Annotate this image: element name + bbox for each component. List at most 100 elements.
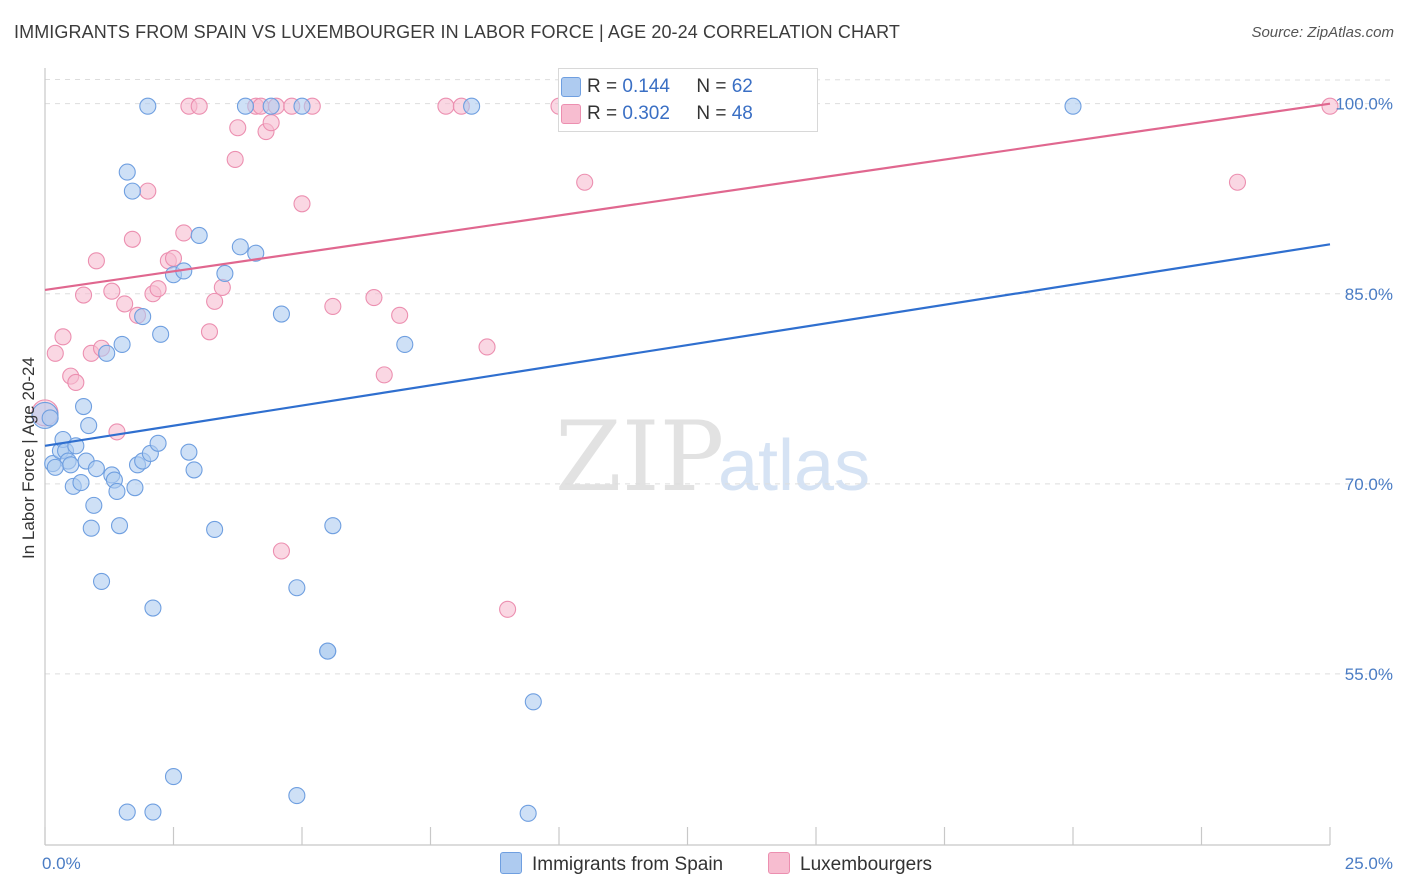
- point-luxembourgers: [190, 97, 208, 115]
- y-axis-title: In Labor Force | Age 20-24: [19, 357, 38, 559]
- correlation-legend: R = 0.144 N = 62 R = 0.302 N = 48: [558, 68, 818, 132]
- point-immigrants-from-spain: [113, 335, 131, 354]
- point-immigrants-from-spain: [319, 642, 337, 660]
- point-luxembourgers: [175, 224, 193, 242]
- watermark-atlas: atlas: [718, 426, 870, 506]
- y-tick-label: 55.0%: [1345, 665, 1393, 684]
- point-immigrants-from-spain: [72, 474, 90, 492]
- point-immigrants-from-spain: [118, 803, 136, 821]
- axis-labels: 55.0% 70.0% 85.0% 100.0% 0.0% 25.0% In Labor F…: [19, 95, 1393, 873]
- point-luxembourgers: [108, 423, 126, 441]
- trend-line-luxembourg: [44, 102, 1331, 292]
- trend-lines: [44, 102, 1331, 447]
- spain-points: [31, 97, 1082, 822]
- x-tick-label: 0.0%: [42, 854, 81, 873]
- point-luxembourgers: [1228, 173, 1247, 191]
- point-luxembourgers: [226, 150, 244, 168]
- point-immigrants-from-spain: [293, 97, 311, 115]
- legend-item-luxembourg: Luxembourgers: [768, 852, 932, 876]
- point-immigrants-from-spain: [144, 599, 162, 617]
- point-immigrants-from-spain: [80, 417, 98, 435]
- point-luxembourgers: [391, 306, 409, 324]
- point-immigrants-from-spain: [108, 482, 126, 500]
- luxembourgers-points: [31, 97, 1339, 618]
- point-immigrants-from-spain: [62, 456, 80, 474]
- point-immigrants-from-spain: [288, 579, 306, 597]
- trend-line-spain: [44, 243, 1331, 447]
- n-value: 62: [731, 76, 753, 97]
- point-luxembourgers: [213, 278, 231, 296]
- point-luxembourgers: [75, 286, 93, 304]
- point-immigrants-from-spain: [216, 264, 234, 283]
- point-immigrants-from-spain: [524, 693, 542, 711]
- point-immigrants-from-spain: [82, 519, 100, 537]
- point-immigrants-from-spain: [46, 458, 64, 476]
- point-immigrants-from-spain: [123, 182, 141, 200]
- point-luxembourgers: [103, 282, 121, 300]
- point-luxembourgers: [229, 119, 247, 137]
- point-luxembourgers: [54, 328, 72, 346]
- point-immigrants-from-spain: [180, 443, 198, 461]
- point-immigrants-from-spain: [164, 768, 183, 786]
- point-immigrants-from-spain: [262, 97, 280, 115]
- n-label: N =: [696, 103, 727, 124]
- point-immigrants-from-spain: [75, 397, 93, 416]
- legend-swatch-spain: [500, 852, 522, 874]
- legend-row-luxembourg: R = 0.302 N = 48: [561, 103, 753, 125]
- point-immigrants-from-spain: [1064, 97, 1082, 115]
- n-value: 48: [731, 103, 753, 124]
- point-immigrants-from-spain: [152, 325, 170, 343]
- axes: [44, 68, 1331, 846]
- chart-title: IMMIGRANTS FROM SPAIN VS LUXEMBOURGER IN…: [14, 22, 901, 42]
- point-luxembourgers: [46, 344, 64, 362]
- r-label: R =: [587, 76, 618, 97]
- point-immigrants-from-spain: [149, 434, 167, 452]
- point-luxembourgers: [116, 295, 134, 313]
- point-luxembourgers: [87, 252, 105, 270]
- point-luxembourgers: [139, 182, 157, 200]
- point-luxembourgers: [293, 195, 311, 213]
- legend-item-spain: Immigrants from Spain: [500, 852, 723, 876]
- point-immigrants-from-spain: [396, 335, 414, 354]
- watermark-zip: ZIP: [555, 401, 724, 513]
- point-immigrants-from-spain: [231, 238, 249, 256]
- point-immigrants-from-spain: [288, 787, 306, 805]
- y-tick-label: 100.0%: [1335, 95, 1393, 114]
- point-luxembourgers: [123, 230, 141, 248]
- point-immigrants-from-spain: [206, 520, 224, 539]
- legend-swatch-spain: [561, 77, 581, 97]
- x-tick-label: 25.0%: [1345, 854, 1393, 873]
- r-label: R =: [587, 103, 618, 124]
- legend-swatch-luxembourg: [768, 852, 790, 874]
- point-immigrants-from-spain: [134, 308, 152, 326]
- point-luxembourgers: [437, 97, 455, 115]
- point-luxembourgers: [375, 366, 393, 384]
- legend-label-luxembourg: Luxembourgers: [800, 854, 933, 875]
- point-luxembourgers: [206, 292, 224, 310]
- point-luxembourgers: [324, 297, 342, 315]
- source-label: Source: ZipAtlas.com: [1251, 24, 1394, 41]
- r-value: 0.302: [622, 103, 670, 124]
- point-immigrants-from-spain: [272, 305, 290, 323]
- point-luxembourgers: [262, 114, 280, 132]
- r-value: 0.144: [622, 76, 670, 97]
- legend-row-spain: R = 0.144 N = 62: [561, 76, 753, 98]
- point-luxembourgers: [200, 323, 219, 341]
- point-luxembourgers: [67, 373, 85, 392]
- point-immigrants-from-spain: [98, 344, 116, 362]
- y-tick-label: 85.0%: [1345, 285, 1393, 304]
- point-luxembourgers: [365, 289, 383, 307]
- point-luxembourgers: [576, 173, 594, 191]
- n-label: N =: [696, 76, 727, 97]
- point-immigrants-from-spain: [41, 409, 59, 427]
- point-immigrants-from-spain: [126, 479, 144, 497]
- point-immigrants-from-spain: [87, 460, 105, 478]
- point-immigrants-from-spain: [190, 226, 208, 245]
- legend-swatch-luxembourg: [561, 104, 581, 124]
- watermark: ZIP atlas: [555, 401, 870, 513]
- point-immigrants-from-spain: [110, 517, 129, 535]
- point-immigrants-from-spain: [144, 803, 162, 821]
- grid-lines: [44, 79, 1393, 675]
- point-immigrants-from-spain: [185, 461, 203, 479]
